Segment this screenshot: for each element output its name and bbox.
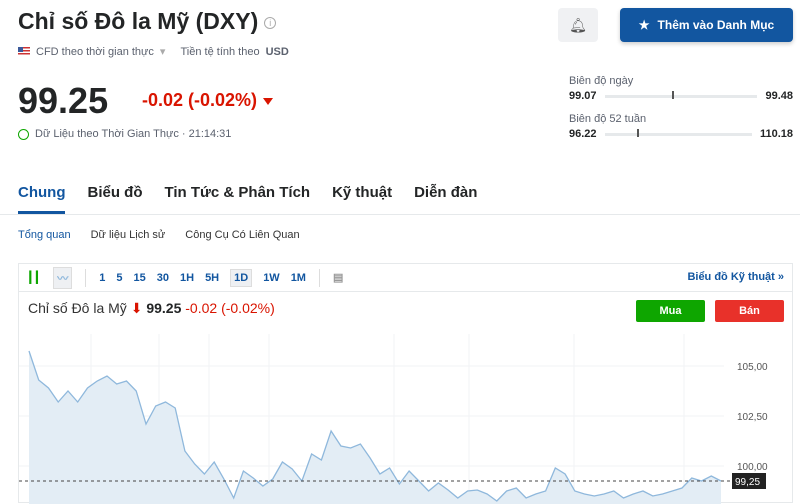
- star-icon: ★: [638, 18, 650, 32]
- tab-technical[interactable]: Kỹ thuật: [332, 184, 393, 201]
- y-tick-label: 105,00: [737, 362, 768, 373]
- currency: USD: [265, 45, 289, 58]
- tab-chart[interactable]: Biểu đồ: [87, 184, 143, 201]
- timeframe-15[interactable]: 15: [133, 271, 146, 284]
- subtab-history[interactable]: Dữ liệu Lịch sử: [90, 229, 166, 241]
- feed-select[interactable]: CFD theo thời gian thực: [36, 45, 154, 58]
- page-title: Chỉ số Đô la Mỹ (DXY) i: [18, 8, 277, 35]
- divider: [0, 214, 800, 215]
- current-price-tag: [732, 473, 766, 489]
- sell-button[interactable]: Bán: [715, 300, 784, 322]
- realtime-status: Dữ Liệu theo Thời Gian Thực · 21:14:31: [18, 128, 231, 140]
- timeframe-1D[interactable]: 1D: [230, 268, 253, 287]
- separator: [318, 268, 320, 287]
- down-arrow-icon: ⬇: [130, 300, 143, 316]
- y-tick-label: 102,50: [737, 412, 768, 423]
- day-range-marker: [671, 90, 674, 99]
- tab-forum[interactable]: Diễn đàn: [414, 184, 478, 201]
- timeframe-5H[interactable]: 5H: [205, 271, 220, 284]
- subtitle: CFD theo thời gian thực ▾ Tiền tệ tính th…: [18, 45, 289, 58]
- caret-down-icon[interactable]: ▾: [159, 46, 166, 58]
- tab-overview[interactable]: Chung: [18, 184, 66, 214]
- price-line: [28, 350, 722, 502]
- timeframe-5[interactable]: 5: [116, 271, 123, 284]
- buy-button[interactable]: Mua: [636, 300, 705, 322]
- week52-range-marker: [636, 128, 639, 137]
- subtab-summary[interactable]: Tổng quan: [18, 229, 71, 241]
- chart-title: Chỉ số Đô la Mỹ ⬇ 99.25 -0.02 (-0.02%): [28, 300, 275, 316]
- timeframe-30[interactable]: 30: [156, 271, 169, 284]
- week52-range-label: Biên độ 52 tuần: [569, 113, 647, 125]
- week52-range: 96.22 110.18: [569, 128, 793, 140]
- timeframe-1W[interactable]: 1W: [263, 271, 280, 284]
- price-chart[interactable]: 105,00 102,50 100,00 99,25: [19, 264, 794, 504]
- add-alert-button[interactable]: 🔔︎: [558, 8, 598, 42]
- y-tick-label: 100,00: [737, 462, 768, 473]
- info-icon[interactable]: i: [264, 16, 277, 29]
- price-change: -0.02 (-0.02%): [142, 90, 274, 111]
- separator: [85, 268, 87, 287]
- main-tabs: Chung Biểu đồ Tin Tức & Phân Tích Kỹ thu…: [18, 184, 477, 214]
- timeframe-1M[interactable]: 1M: [290, 271, 306, 284]
- us-flag-icon: [18, 47, 30, 56]
- chart-toolbar: ┃┃ 〰 1 5 15 30 1H 5H 1D 1W 1M ▤ Biểu đồ Kỹ thuật…: [19, 264, 792, 292]
- candlestick-icon[interactable]: ┃┃: [27, 272, 41, 284]
- currency-label: Tiền tệ tính theo: [180, 45, 260, 58]
- timeframe-1[interactable]: 1: [99, 271, 106, 284]
- tab-news[interactable]: Tin Tức & Phân Tích: [164, 184, 311, 201]
- day-range-label: Biên độ ngày: [569, 75, 634, 87]
- add-to-watchlist-button[interactable]: ★ Thêm vào Danh Mục: [620, 8, 793, 42]
- technical-chart-link[interactable]: Biểu đồ Kỹ thuật »: [687, 271, 784, 283]
- subtab-related[interactable]: Công Cụ Có Liên Quan: [185, 229, 300, 241]
- layout-icon[interactable]: ▤: [332, 272, 344, 284]
- area-fill: [29, 351, 721, 504]
- area-chart-icon[interactable]: 〰: [53, 266, 73, 289]
- chart-panel: ┃┃ 〰 1 5 15 30 1H 5H 1D 1W 1M ▤ Biểu đồ Kỹ thuật…: [18, 263, 794, 504]
- current-price-label: 99,25: [735, 477, 760, 488]
- bell-plus-icon: 🔔︎: [569, 16, 587, 33]
- clock-icon: [18, 128, 29, 140]
- sub-tabs: Tổng quan Dữ liệu Lịch sử Công Cụ Có Liê…: [18, 229, 300, 241]
- price: 99.25: [18, 80, 109, 121]
- day-range: 99.07 99.48: [569, 90, 793, 102]
- down-arrow-icon: [263, 97, 274, 105]
- timeframe-1H[interactable]: 1H: [180, 271, 195, 284]
